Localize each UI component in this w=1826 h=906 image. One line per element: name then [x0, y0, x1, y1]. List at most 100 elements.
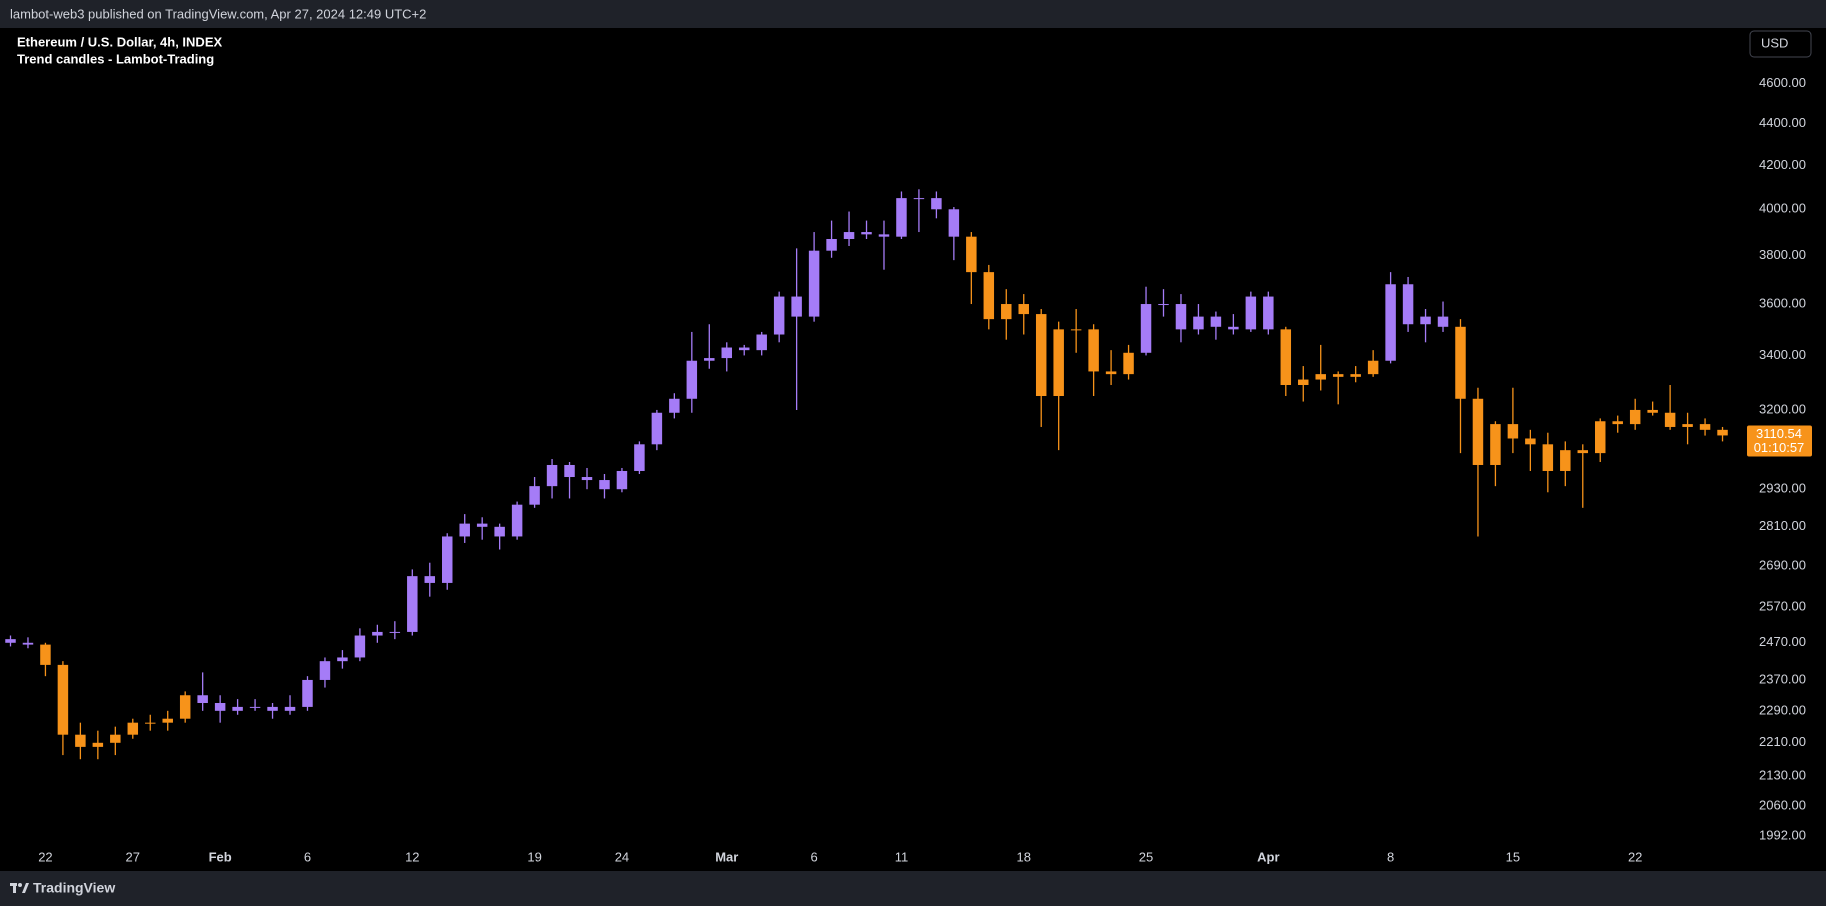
y-tick-label: 3200.00	[1759, 401, 1806, 416]
candle-body	[1228, 326, 1239, 330]
candle-body	[808, 250, 820, 317]
candle-body	[162, 718, 173, 723]
candle-body	[1420, 316, 1431, 325]
candle-body	[57, 664, 69, 735]
x-tick-label: Apr	[1257, 849, 1279, 864]
candle-body	[197, 695, 208, 704]
candle-body	[249, 706, 261, 708]
candle-body	[1472, 398, 1484, 465]
x-tick-label: Feb	[209, 849, 232, 864]
candle-body	[92, 742, 104, 747]
candle-body	[599, 480, 610, 490]
candle-body	[1088, 329, 1099, 372]
candle-body	[1560, 450, 1571, 471]
candle-body	[738, 347, 750, 351]
candle-body	[634, 444, 645, 471]
last-price-box	[1747, 425, 1812, 457]
candle-body	[1018, 304, 1029, 315]
candle-body	[1245, 296, 1257, 330]
candle-body	[1070, 329, 1082, 331]
candle-body	[791, 296, 802, 317]
candle-body	[267, 706, 278, 711]
candle-body	[5, 639, 16, 643]
candle-body	[389, 631, 401, 633]
y-tick-label: 3800.00	[1759, 247, 1806, 262]
candle-body	[1298, 379, 1309, 386]
candle-body	[773, 296, 785, 335]
candle-body	[1490, 424, 1501, 465]
header-text: lambot-web3 published on TradingView.com…	[10, 6, 426, 21]
logo-part	[18, 883, 22, 887]
candle-body	[1385, 284, 1396, 361]
footer-bar	[0, 871, 1826, 906]
candle-body	[127, 722, 139, 735]
candle-body	[424, 576, 436, 583]
candle-body	[1350, 374, 1361, 377]
y-tick-label: 2930.00	[1759, 481, 1806, 496]
countdown-label: 01:10:57	[1754, 440, 1805, 455]
candle-body	[1175, 304, 1187, 330]
y-tick-label: 2210.00	[1759, 734, 1806, 749]
candle-body	[407, 576, 418, 632]
candle-body	[442, 536, 453, 583]
candle-body	[319, 661, 331, 680]
candle-body	[669, 398, 680, 413]
candle-body	[1595, 421, 1606, 454]
currency-button[interactable]	[1749, 30, 1812, 58]
candle-body	[1612, 421, 1623, 425]
candle-body	[546, 464, 558, 487]
candle-body	[1699, 424, 1711, 430]
candle-body	[1053, 329, 1064, 396]
logo-part	[13, 883, 16, 893]
x-tick-label: 12	[405, 849, 419, 864]
y-tick-label: 2810.00	[1759, 518, 1806, 533]
candle-body	[40, 644, 51, 665]
y-tick-label: 2470.00	[1759, 634, 1806, 649]
y-tick-label: 3600.00	[1759, 295, 1806, 310]
x-tick-label: 15	[1506, 849, 1520, 864]
x-tick-label: 22	[38, 849, 52, 864]
y-tick-label: 4000.00	[1759, 201, 1806, 216]
candle-body	[1193, 316, 1204, 330]
candle-body	[476, 523, 488, 527]
candle-body	[494, 526, 505, 537]
last-price-label: 3110.54	[1756, 426, 1802, 441]
candle-body	[1210, 316, 1222, 327]
candle-body	[1280, 329, 1292, 386]
candle-body	[1123, 352, 1134, 375]
candle-body	[966, 236, 977, 273]
candle-body	[110, 734, 121, 743]
candle-body	[931, 198, 942, 210]
brand-logo	[10, 883, 29, 893]
candle-body	[1001, 304, 1012, 320]
brand-name[interactable]: TradingView	[33, 880, 115, 896]
candle-body	[1263, 296, 1274, 330]
candle-body	[337, 657, 348, 662]
logo-part	[22, 883, 29, 893]
x-tick-label: 24	[615, 849, 629, 864]
candle-body	[1437, 316, 1449, 327]
currency-label[interactable]: USD	[1761, 35, 1788, 50]
candle-body	[529, 486, 540, 505]
candle-body	[75, 734, 86, 747]
candle-body	[1035, 314, 1047, 396]
chart-subtitle: Trend candles - Lambot-Trading	[17, 51, 214, 66]
y-tick-label: 4600.00	[1759, 75, 1806, 90]
candle-body	[721, 347, 732, 359]
candle-body	[913, 198, 925, 200]
chart-title: Ethereum / U.S. Dollar, 4h, INDEX	[17, 34, 222, 49]
x-tick-label: 18	[1017, 849, 1031, 864]
header-bar	[0, 0, 1826, 28]
x-tick-label: 6	[304, 849, 311, 864]
x-tick-label: 22	[1628, 849, 1642, 864]
candle-body	[1664, 412, 1676, 427]
candle-body	[948, 209, 960, 237]
x-tick-label: 19	[527, 849, 541, 864]
candle-body	[843, 232, 855, 239]
candle-body	[564, 464, 575, 478]
candle-body	[1140, 304, 1152, 353]
candle-body	[1629, 409, 1641, 425]
